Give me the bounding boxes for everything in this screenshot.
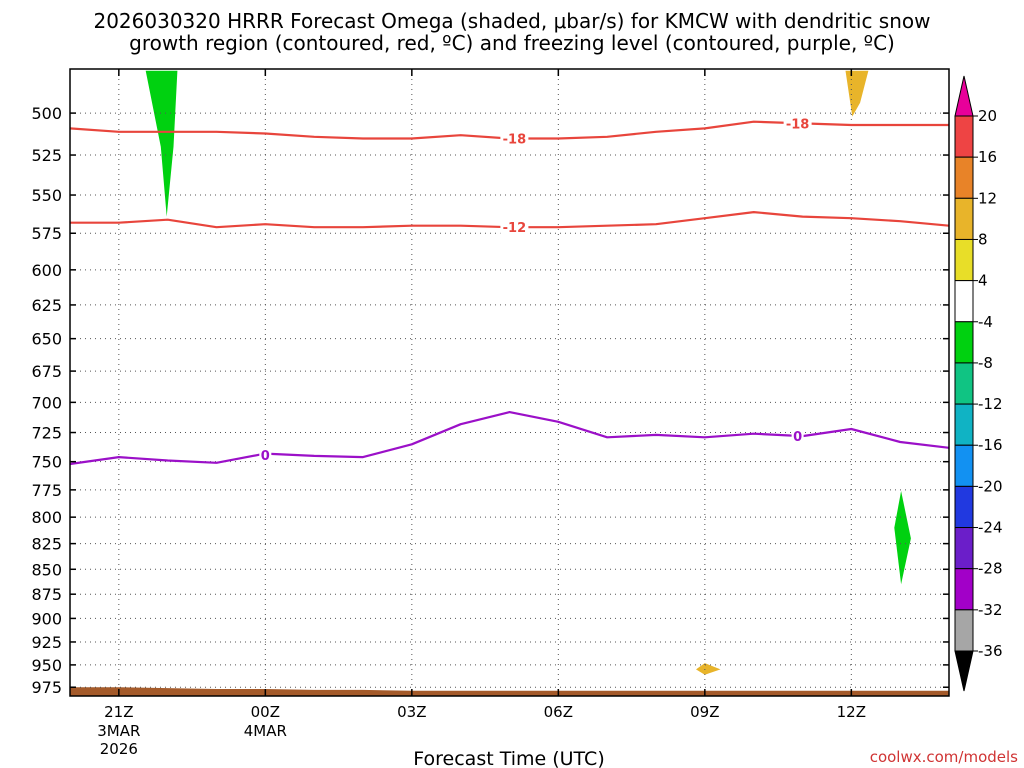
ytick-label-525: 525	[31, 146, 62, 165]
ytick-label-825: 825	[31, 535, 62, 554]
contour-freezing-level-0	[69, 411, 950, 466]
ytick-label-800: 800	[31, 508, 62, 527]
ytick-label-900: 900	[31, 609, 62, 628]
xtick-label-21Z: 21Z	[104, 703, 133, 721]
omega-region-upper-left	[145, 70, 178, 217]
ytick-label-500: 500	[31, 104, 62, 123]
ytick-label-550: 550	[31, 186, 62, 205]
colorbar-segment-4	[954, 280, 974, 323]
omega-region-lower-right	[894, 491, 911, 585]
credit: coolwx.com/models	[870, 748, 1018, 766]
colorbar-segment-3	[954, 238, 974, 282]
colorbar-segment-9	[954, 485, 974, 529]
y-axis: 500 525 550 575 600 625 650 675 700 725 750 775 800 8…	[31, 104, 949, 697]
omega-region-surface	[696, 663, 721, 675]
colorbar-segment-6	[954, 362, 974, 405]
chart-title-line-2: growth region (contoured, red, ºC) and f…	[129, 31, 895, 55]
colorbar-label-3: 8	[978, 230, 988, 248]
contour-lines: -18 -18 -12 0 0	[69, 115, 950, 466]
ytick-label-625: 625	[31, 296, 62, 315]
contour-label-bg-dgz-minus18-1	[783, 115, 812, 132]
colorbar-label-9: -20	[978, 477, 1003, 495]
contour-label-bg-freezing-level-0-1	[791, 428, 804, 445]
omega-colorbar: 20 16 12 8 4 -4 -8 -12 -16 -20 -24 -28 -32 -36	[954, 75, 1003, 692]
xtick-label-06Z: 06Z	[544, 703, 573, 721]
colorbar-segment-1	[954, 156, 974, 199]
xtick-label-09Z: 09Z	[690, 703, 719, 721]
colorbar-upper-cap	[954, 75, 974, 117]
xtick-label-03Z: 03Z	[397, 703, 426, 721]
colorbar-label-5: -4	[978, 313, 993, 331]
colorbar-segment-2	[954, 197, 974, 240]
contour-label-dgz-minus18-0: -18	[503, 133, 527, 148]
contour-label-bg-freezing-level-0-0	[259, 446, 272, 463]
ytick-label-850: 850	[31, 560, 62, 579]
colorbar-label-13: -36	[978, 642, 1003, 660]
chart-title-line-1: 2026030320 HRRR Forecast Omega (shaded, …	[93, 9, 930, 33]
colorbar-segment-10	[954, 527, 974, 570]
colorbar-label-12: -32	[978, 601, 1003, 619]
colorbar-label-0: 20	[978, 107, 997, 125]
ytick-label-950: 950	[31, 656, 62, 675]
ytick-label-675: 675	[31, 362, 62, 381]
contour-label-bg-dgz-minus18-0	[500, 130, 529, 147]
xtick-label-00Z: 00Z	[251, 703, 280, 721]
ytick-label-700: 700	[31, 393, 62, 412]
xtick-date-21Z-1: 2026	[100, 740, 138, 758]
colorbar-label-11: -28	[978, 560, 1003, 578]
colorbar-lower-cap	[954, 650, 974, 692]
x-axis-title: Forecast Time (UTC)	[413, 748, 604, 768]
chart-title: 2026030320 HRRR Forecast Omega (shaded, …	[93, 9, 930, 55]
grid-lines	[70, 69, 949, 696]
xtick-date-21Z-0: 3MAR	[97, 722, 140, 740]
plot-frame-rect	[69, 68, 950, 697]
omega-region-upper-right	[845, 70, 869, 117]
xtick-date-00Z-0: 4MAR	[244, 722, 287, 740]
colorbar-label-10: -24	[978, 519, 1003, 537]
colorbar-segment-12	[954, 609, 974, 652]
contour-label-freezing-level-0-1: 0	[793, 430, 802, 445]
colorbar-label-2: 12	[978, 189, 997, 207]
plot-frame	[69, 68, 950, 697]
omega-shaded-regions	[145, 70, 911, 675]
terrain-layer	[70, 687, 949, 696]
ytick-label-575: 575	[31, 224, 62, 243]
colorbar-segment-5	[954, 321, 974, 364]
ytick-label-775: 775	[31, 481, 62, 500]
contour-label-dgz-minus12-0: -12	[503, 221, 527, 236]
colorbar-label-7: -12	[978, 395, 1003, 413]
colorbar-label-4: 4	[978, 272, 988, 290]
colorbar-segment-11	[954, 568, 974, 611]
contour-label-dgz-minus18-1: -18	[786, 117, 810, 132]
ytick-label-600: 600	[31, 261, 62, 280]
contour-label-bg-dgz-minus12-0	[500, 219, 529, 236]
ytick-label-925: 925	[31, 633, 62, 652]
credit-text: coolwx.com/models	[870, 748, 1018, 766]
colorbar-label-8: -16	[978, 436, 1003, 454]
colorbar-label-6: -8	[978, 354, 993, 372]
xtick-label-12Z: 12Z	[837, 703, 866, 721]
colorbar-segment-8	[954, 444, 974, 487]
ytick-label-650: 650	[31, 330, 62, 349]
ytick-label-725: 725	[31, 424, 62, 443]
ytick-label-875: 875	[31, 585, 62, 604]
colorbar-segment-7	[954, 403, 974, 446]
colorbar-label-1: 16	[978, 148, 997, 166]
contour-label-freezing-level-0-0: 0	[261, 449, 270, 464]
ytick-label-750: 750	[31, 453, 62, 472]
terrain-fill	[70, 687, 949, 696]
colorbar-segment-0	[954, 115, 974, 158]
ytick-label-975: 975	[31, 678, 62, 697]
